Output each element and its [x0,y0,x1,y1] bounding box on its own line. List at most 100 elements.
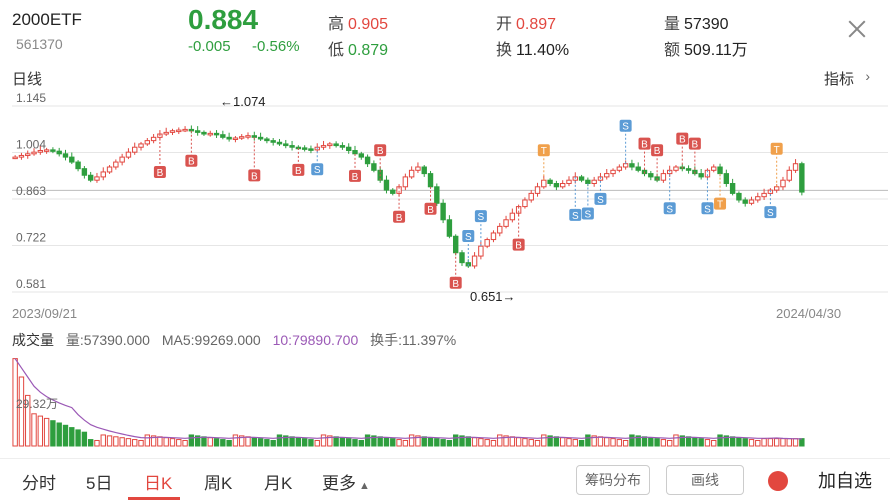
low-marker: 0.651→ [470,289,516,304]
volume-bar [421,436,427,447]
sell-marker[interactable] [764,206,777,219]
tab-intraday[interactable]: 分时 [22,474,56,493]
take-marker[interactable] [714,197,727,210]
volume-bar [503,435,509,447]
buy-marker[interactable] [449,276,462,289]
draw-button[interactable]: 画线 [666,465,744,495]
volume-bar [390,438,396,447]
candle-body [459,252,465,264]
buy-marker[interactable] [638,137,651,150]
volume-bar [679,435,685,447]
candle-body [113,161,119,168]
candle-body [427,173,434,188]
sell-marker[interactable] [581,207,594,220]
sell-marker[interactable] [594,192,607,205]
take-marker[interactable] [770,142,783,155]
marker-label: S [465,232,472,243]
candle-body [402,176,409,188]
buy-marker[interactable] [185,154,198,167]
candle-body [761,192,767,198]
turnover-rate: 换手:11.397% [370,332,457,348]
indicator-button[interactable]: 指标 [823,71,854,88]
candle-body [698,173,704,178]
volume-bar [427,437,434,447]
candle-body [616,166,623,171]
tab-weekly-k[interactable]: 周K [204,474,233,493]
volume-chart[interactable]: 29.32万 [0,350,890,448]
volume-bar [314,439,320,447]
volume-bar [201,436,207,447]
volume-title: 成交量 [12,332,54,348]
y-tick-label: 0.722 [16,231,46,245]
tab-daily-k[interactable]: 日K [144,474,173,493]
marker-label: B [396,213,403,224]
candle-body [610,169,616,175]
candle-body [440,202,446,221]
volume-bar [144,434,151,447]
candle-body [232,137,239,140]
volume-bar [723,435,730,447]
volume-value: 57390 [684,16,729,33]
tab-more[interactable]: 更多 ▲ [322,469,370,494]
buy-marker[interactable] [512,238,525,251]
volume-bar [276,434,283,447]
chevron-right-icon[interactable]: › [865,68,870,84]
buy-marker[interactable] [248,169,261,182]
buy-marker[interactable] [292,163,305,176]
buy-marker[interactable] [393,210,406,223]
buy-marker[interactable] [651,144,664,157]
sell-marker[interactable] [311,163,324,176]
buy-marker[interactable] [688,137,701,150]
marker-label: B [641,140,648,151]
y-tick-label: 1.004 [16,138,46,152]
candle-body [257,136,264,140]
volume-bar [660,439,667,447]
chips-button[interactable]: 筹码分布 [576,465,650,495]
tab-monthly-k[interactable]: 月K [264,474,293,493]
sell-marker[interactable] [462,229,475,242]
volume-header: 成交量 量:57390.000 MA5:99269.000 10:79890.7… [12,330,464,350]
tab-5day[interactable]: 5日 [86,474,113,493]
buy-marker[interactable] [676,132,689,145]
volume-bar [75,429,81,447]
volume-bar [207,437,213,447]
sell-marker[interactable] [569,208,582,221]
candle-body [792,163,799,171]
candle-body [578,176,585,181]
take-marker[interactable] [537,144,550,157]
candle-body [522,199,528,208]
marker-label: B [452,279,459,290]
volume-bar [327,435,333,447]
sell-marker[interactable] [619,119,632,132]
volume-bar [43,417,50,447]
sell-marker[interactable] [663,202,676,215]
close-icon[interactable] [846,18,868,40]
volume-bar [176,439,182,447]
y-tick-label: 1.145 [16,91,46,105]
volume-bar [157,436,163,447]
candle-body [534,186,541,194]
volume-bar [333,436,339,447]
candle-body [87,174,94,181]
volume-bar [490,439,497,447]
volume-bar [87,439,94,447]
marker-label: B [295,166,302,177]
record-dot-icon[interactable] [768,471,788,491]
sell-marker[interactable] [474,210,487,223]
volume-bar [239,435,245,447]
buy-marker[interactable] [424,202,437,215]
volume-bar [352,439,358,447]
sell-marker[interactable] [701,202,714,215]
candle-body [629,163,635,168]
candle-body [408,169,415,178]
candle-body [509,212,516,221]
buy-marker[interactable] [374,144,387,157]
add-watchlist-button[interactable]: 加自选 [818,471,872,491]
volume-bar [541,434,547,447]
buy-marker[interactable] [153,166,166,179]
buy-marker[interactable] [349,169,362,182]
volume-stat: 量 57390 [664,10,729,34]
tab-more-label: 更多 [322,474,356,493]
candle-body [251,135,258,138]
